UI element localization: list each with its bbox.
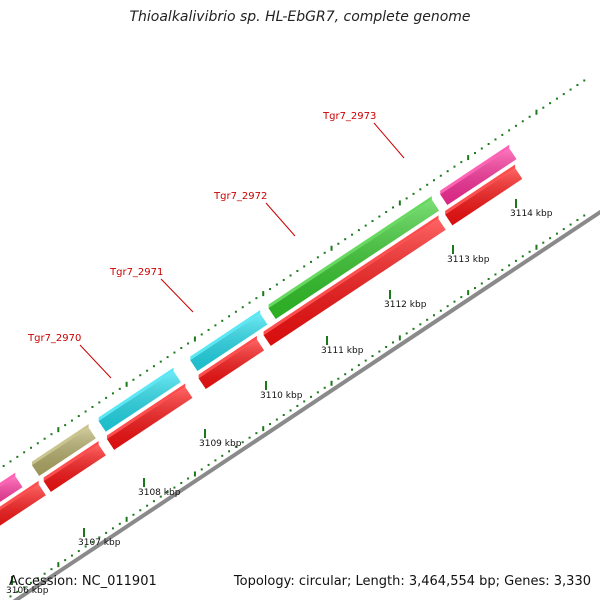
gene-label-leader [373,122,405,159]
reverse-gene-bar[interactable] [43,440,106,492]
forward-gene-bar[interactable] [0,472,23,516]
scale-tick-label: 3114 kbp [510,209,553,219]
gene-label-leader [160,278,194,313]
forward-gene-bar[interactable] [268,196,440,319]
scale-tick-label: 3112 kbp [384,300,427,310]
forward-strand-genes [0,144,517,516]
gene-label-leader [265,202,296,237]
forward-gene-bar[interactable] [98,367,181,432]
gene-label[interactable]: Tgr7_2973 [322,111,376,122]
forward-gene-bar[interactable] [440,144,517,206]
scale-tick-label: 3110 kbp [260,391,303,401]
reverse-gene-bar[interactable] [263,215,446,346]
reverse-gene-bar[interactable] [198,335,265,390]
genome-axis [12,209,600,600]
gene-label[interactable]: Tgr7_2970 [27,333,81,344]
gene-labels: Tgr7_2970 Tgr7_2971 Tgr7_2972 Tgr7_2973 [27,111,405,379]
genome-stats: Topology: circular; Length: 3,464,554 bp… [233,574,591,589]
scale-tick-label: 3106 kbp [6,586,49,596]
gene-label[interactable]: Tgr7_2971 [109,267,163,278]
accession-label: Accession: NC_011901 [9,574,157,589]
gene-label-leader [79,344,112,379]
reverse-strand-genes [0,164,523,533]
forward-gene-bar[interactable] [190,310,268,371]
reverse-gene-bar[interactable] [445,164,523,226]
reverse-gene-bar[interactable] [0,480,46,533]
genome-backbone-line [12,209,600,600]
scale-tick-label: 3113 kbp [447,255,490,265]
scale-tick-label: 3108 kbp [138,488,181,498]
reverse-gene-bar[interactable] [106,383,193,450]
scale-tick-label: 3109 kbp [199,439,242,449]
scale-ticks: 3106 kbp 3107 kbp 3108 kbp 3109 kbp 3110 kbp… [2,79,586,600]
page-title: Thioalkalivibrio sp. HL-EbGR7, complete … [129,9,471,25]
forward-gene-bar[interactable] [31,423,96,477]
gene-label[interactable]: Tgr7_2972 [213,191,267,202]
scale-tick-label: 3107 kbp [78,538,121,548]
scale-tick-label: 3111 kbp [321,346,364,356]
